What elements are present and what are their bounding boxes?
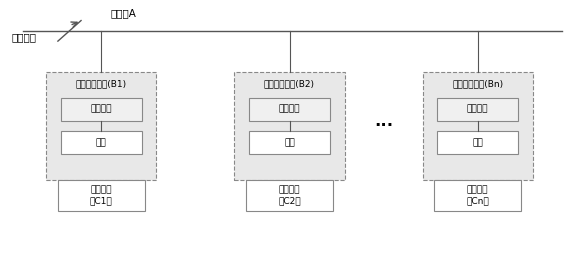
FancyBboxPatch shape <box>58 180 145 211</box>
FancyBboxPatch shape <box>249 131 330 154</box>
FancyBboxPatch shape <box>61 98 142 121</box>
FancyBboxPatch shape <box>246 180 333 211</box>
Text: 延时组件: 延时组件 <box>90 105 112 114</box>
Text: 电气单元
（Cn）: 电气单元 （Cn） <box>466 185 489 205</box>
Text: 延时组件: 延时组件 <box>278 105 301 114</box>
FancyBboxPatch shape <box>234 72 345 180</box>
FancyBboxPatch shape <box>437 131 518 154</box>
Text: 延时组件: 延时组件 <box>467 105 489 114</box>
Text: 插座: 插座 <box>284 138 295 147</box>
Text: 输入电压: 输入电压 <box>12 32 36 42</box>
Text: 下级控制单元(Bn): 下级控制单元(Bn) <box>452 80 503 89</box>
FancyBboxPatch shape <box>61 131 142 154</box>
Text: 下级控制单元(B1): 下级控制单元(B1) <box>76 80 127 89</box>
FancyBboxPatch shape <box>46 72 156 180</box>
FancyBboxPatch shape <box>434 180 521 211</box>
FancyBboxPatch shape <box>423 72 533 180</box>
Text: 电气单元
（C1）: 电气单元 （C1） <box>90 185 113 205</box>
Text: 总开关A: 总开关A <box>110 8 136 18</box>
FancyBboxPatch shape <box>249 98 330 121</box>
Text: ···: ··· <box>374 117 393 135</box>
FancyBboxPatch shape <box>437 98 518 121</box>
Text: 插座: 插座 <box>472 138 483 147</box>
Text: 下级控制单元(B2): 下级控制单元(B2) <box>264 80 315 89</box>
Text: 电气单元
（C2）: 电气单元 （C2） <box>278 185 301 205</box>
Text: 插座: 插座 <box>96 138 107 147</box>
